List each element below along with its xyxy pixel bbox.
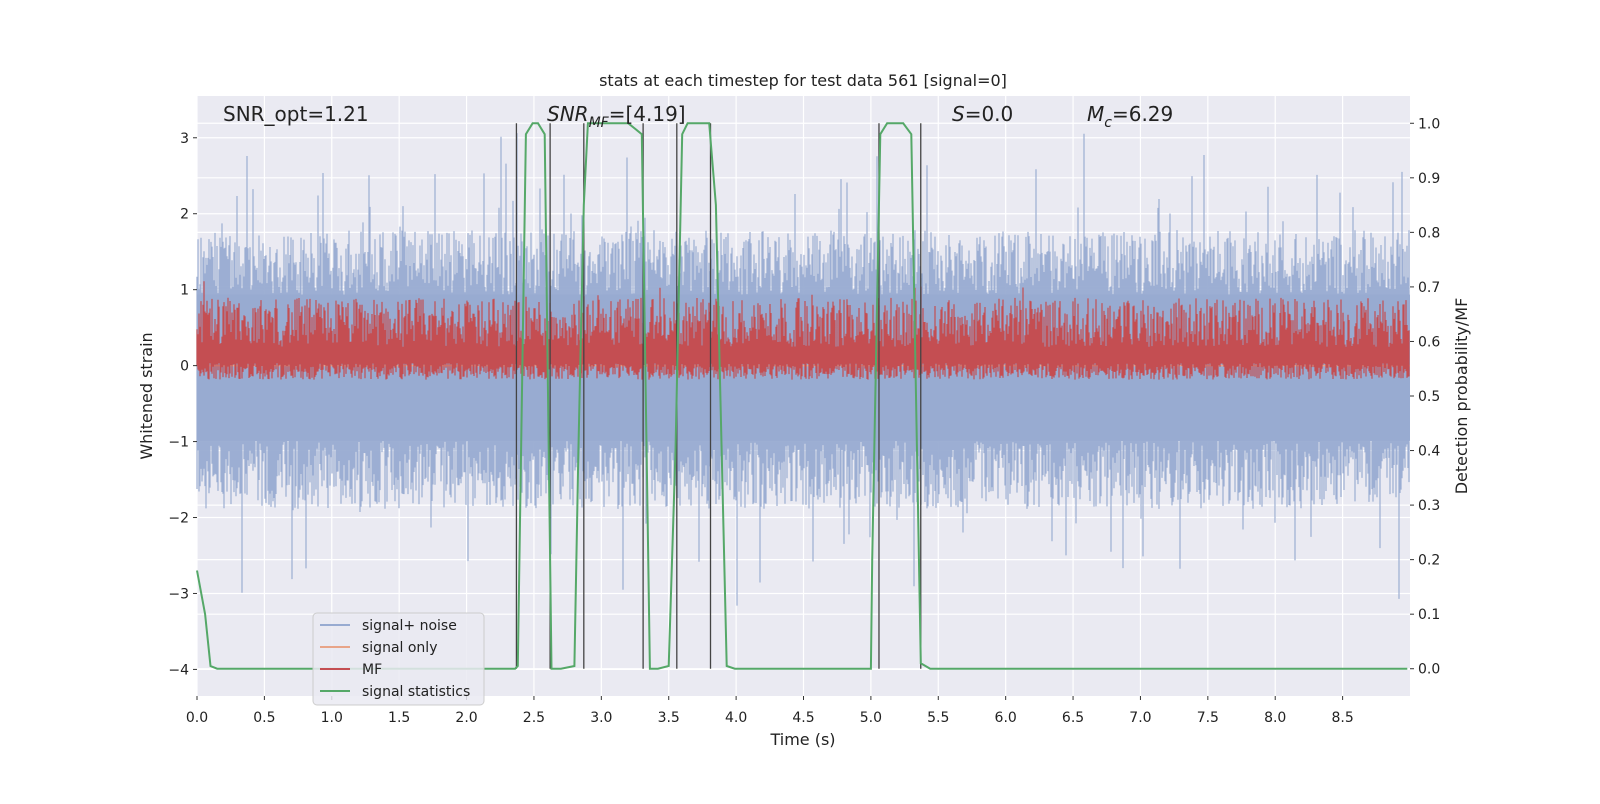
y-axis-label-left: Whitened strain bbox=[137, 332, 156, 459]
x-tick-label: 8.5 bbox=[1331, 710, 1353, 726]
y-right-tick-label: 0.6 bbox=[1418, 334, 1440, 350]
x-tick-label: 6.0 bbox=[995, 710, 1017, 726]
y-left-tick-label: 0 bbox=[180, 359, 189, 375]
legend: signal+ noise signal only MF signal stat… bbox=[312, 612, 485, 706]
x-tick-label: 4.0 bbox=[725, 710, 747, 726]
y-right-tick-label: 0.1 bbox=[1418, 607, 1440, 623]
y-left-tick-label: 2 bbox=[180, 207, 189, 223]
annotation-snr-opt: SNR_opt=1.21 bbox=[223, 102, 369, 126]
x-tick-label: 0.5 bbox=[253, 710, 275, 726]
x-tick-label: 8.0 bbox=[1264, 710, 1286, 726]
y-right-tick-label: 0.3 bbox=[1418, 498, 1440, 514]
y-right-tick-label: 0.7 bbox=[1418, 280, 1440, 296]
y-left-tick-label: −1 bbox=[168, 435, 189, 451]
y-left-tick-label: −2 bbox=[168, 511, 189, 527]
legend-label-signal-noise: signal+ noise bbox=[362, 618, 457, 634]
y-right-tick-label: 0.9 bbox=[1418, 171, 1440, 187]
y-left-tick-label: 1 bbox=[180, 283, 189, 299]
x-axis-label: Time (s) bbox=[769, 730, 835, 749]
y-right-tick-label: 0.8 bbox=[1418, 225, 1440, 241]
chart-title: stats at each timestep for test data 561… bbox=[599, 71, 1007, 90]
annotation-mc: Mc=6.29 bbox=[1087, 102, 1173, 131]
y-right-tick-label: 0.4 bbox=[1418, 444, 1440, 460]
x-tick-label: 2.0 bbox=[455, 710, 477, 726]
y-right-tick-label: 1.0 bbox=[1418, 116, 1440, 132]
annotation-snr-mf: SNRMF=[4.19] bbox=[547, 102, 686, 131]
legend-label-signal-statistics: signal statistics bbox=[362, 684, 470, 700]
x-tick-label: 1.0 bbox=[321, 710, 343, 726]
signal-statistics-line bbox=[196, 122, 1408, 670]
axis-ticks: 0.0 0.5 1.0 1.5 2.0 2.5 3.0 3.5 4.0 4.5 5.0 5.5 6.0 6… bbox=[168, 116, 1440, 726]
y-axis-label-right: Detection probability/MF bbox=[1452, 298, 1471, 495]
y-right-tick-label: 0.0 bbox=[1418, 662, 1440, 678]
x-tick-label: 3.0 bbox=[590, 710, 612, 726]
y-left-tick-label: −3 bbox=[168, 586, 189, 602]
x-tick-label: 3.5 bbox=[658, 710, 680, 726]
y-left-tick-label: 3 bbox=[180, 131, 189, 147]
x-tick-label: 2.5 bbox=[523, 710, 545, 726]
series-mf bbox=[196, 281, 1410, 380]
legend-label-mf: MF bbox=[362, 662, 382, 678]
x-tick-label: 1.5 bbox=[388, 710, 410, 726]
x-tick-label: 4.5 bbox=[792, 710, 814, 726]
mf-trace bbox=[196, 281, 1410, 380]
y-left-tick-label: −4 bbox=[168, 662, 189, 678]
y-right-tick-label: 0.2 bbox=[1418, 553, 1440, 569]
legend-label-signal-only: signal only bbox=[362, 640, 437, 656]
x-tick-label: 7.5 bbox=[1197, 710, 1219, 726]
legend-box bbox=[312, 612, 485, 706]
x-tick-label: 6.5 bbox=[1062, 710, 1084, 726]
y-right-tick-label: 0.5 bbox=[1418, 389, 1440, 405]
annotation-s: S=0.0 bbox=[952, 102, 1013, 126]
x-tick-label: 0.0 bbox=[186, 710, 208, 726]
x-tick-label: 7.0 bbox=[1129, 710, 1151, 726]
x-tick-label: 5.0 bbox=[860, 710, 882, 726]
series-signal-statistics bbox=[196, 122, 1408, 670]
x-tick-label: 5.5 bbox=[927, 710, 949, 726]
